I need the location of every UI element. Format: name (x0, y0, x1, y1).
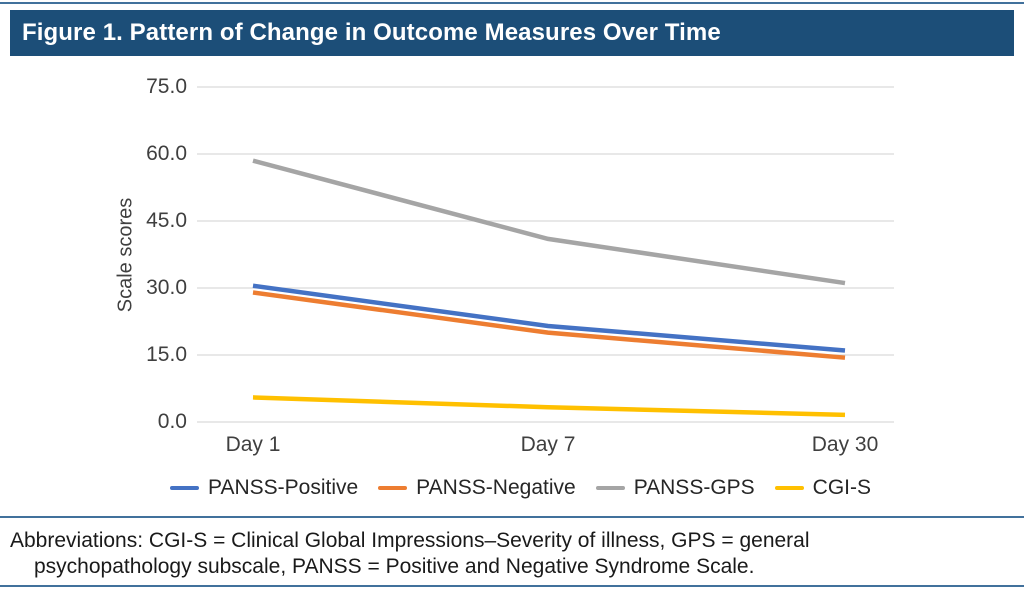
y-tick-label: 75.0 (146, 75, 187, 98)
legend-label: PANSS-Negative (416, 476, 576, 499)
series-line-panss-negative (252, 290, 846, 360)
y-tick-label: 60.0 (146, 142, 187, 165)
legend-line-swatch-icon (378, 486, 408, 490)
y-tick-label: 45.0 (146, 209, 187, 232)
legend-label: PANSS-GPS (633, 476, 755, 499)
y-tick-label: 30.0 (146, 276, 187, 299)
x-tick-label: Day 1 (225, 433, 281, 456)
footnote-top-rule (0, 516, 1024, 518)
legend-item-panss-positive: PANSS-Positive (170, 476, 358, 500)
legend-label: CGI-S (812, 476, 872, 499)
figure-title-bar: Figure 1. Pattern of Change in Outcome M… (10, 10, 1014, 56)
legend-line-swatch-icon (170, 486, 199, 490)
y-tick-label: 0.0 (157, 410, 187, 433)
series-line-cgi-s (252, 395, 846, 418)
bottom-rule (0, 585, 1024, 587)
figure-title: Figure 1. Pattern of Change in Outcome M… (22, 19, 721, 46)
abbreviations-line-1: Abbreviations: CGI-S = Clinical Global I… (10, 529, 810, 552)
legend-item-panss-gps: PANSS-GPS (595, 476, 755, 500)
series-line-panss-gps (252, 158, 846, 286)
x-tick-label: Day 7 (520, 433, 576, 456)
legend-item-panss-negative: PANSS-Negative (378, 476, 576, 500)
legend-label: PANSS-Positive (208, 476, 359, 499)
x-tick-label: Day 30 (811, 433, 879, 456)
abbreviations-line-2: psychopathology subscale, PANSS = Positi… (34, 555, 755, 578)
series-line-panss-positive (252, 283, 846, 353)
chart-legend: PANSS-Positive PANSS-Negative PANSS-GPS CGI… (170, 476, 871, 500)
top-rule (0, 2, 1024, 4)
legend-line-swatch-icon (595, 486, 625, 490)
abbreviations-note: Abbreviations: CGI-S = Clinical Global I… (10, 528, 1014, 580)
legend-item-cgi-s: CGI-S (774, 476, 872, 500)
legend-line-swatch-icon (774, 486, 804, 490)
y-tick-label: 15.0 (146, 343, 187, 366)
